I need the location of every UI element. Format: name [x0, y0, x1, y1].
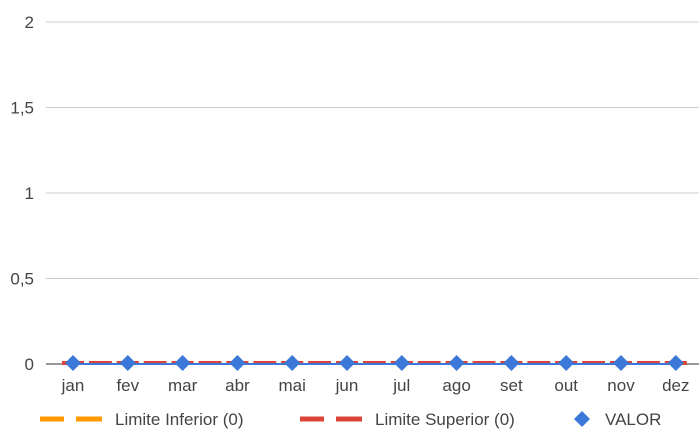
y-tick-label: 0: [25, 355, 34, 374]
y-tick-label: 2: [25, 13, 34, 32]
series-2-marker: [503, 355, 520, 371]
x-axis-ticks: jan fev mar abr mai jun jul ago set out nov dez: [61, 376, 690, 395]
legend-label: Limite Inferior (0): [115, 410, 243, 429]
y-tick-label: 0,5: [10, 270, 34, 289]
x-tick-label: mar: [168, 376, 198, 395]
legend-swatch: [574, 411, 590, 427]
gridlines: [46, 21, 699, 365]
y-tick-label: 1: [25, 184, 34, 203]
series: [62, 355, 687, 371]
x-tick-label: jul: [392, 376, 410, 395]
y-tick-label: 1,5: [10, 99, 34, 118]
x-tick-label: jan: [61, 376, 85, 395]
legend: Limite Inferior (0) Limite Superior (0) VA…: [40, 410, 661, 429]
series-2-marker: [119, 355, 136, 371]
legend-label: VALOR: [605, 410, 661, 429]
x-tick-label: nov: [607, 376, 635, 395]
x-tick-label: set: [500, 376, 523, 395]
x-tick-label: jun: [335, 376, 359, 395]
x-tick-label: fev: [116, 376, 139, 395]
x-tick-label: dez: [662, 376, 689, 395]
legend-item: Limite Superior (0): [300, 410, 515, 429]
series-2-marker: [448, 355, 465, 371]
legend-item: VALOR: [574, 410, 661, 429]
x-tick-label: mai: [278, 376, 305, 395]
series-2-marker: [339, 355, 355, 371]
series-2-marker: [558, 355, 575, 371]
x-tick-label: abr: [225, 376, 250, 395]
x-tick-label: ago: [442, 376, 470, 395]
series-2-marker: [667, 355, 684, 371]
series-2-marker: [65, 355, 81, 371]
series-2-marker: [229, 355, 246, 371]
legend-label: Limite Superior (0): [375, 410, 515, 429]
series-2-marker: [613, 355, 629, 371]
legend-item: Limite Inferior (0): [40, 410, 243, 429]
series-2-marker: [393, 355, 410, 371]
y-axis-ticks: 0 0,5 1 1,5 2: [10, 13, 34, 374]
series-2-marker: [174, 355, 191, 371]
series-2-marker: [284, 355, 301, 371]
x-tick-label: out: [554, 376, 578, 395]
